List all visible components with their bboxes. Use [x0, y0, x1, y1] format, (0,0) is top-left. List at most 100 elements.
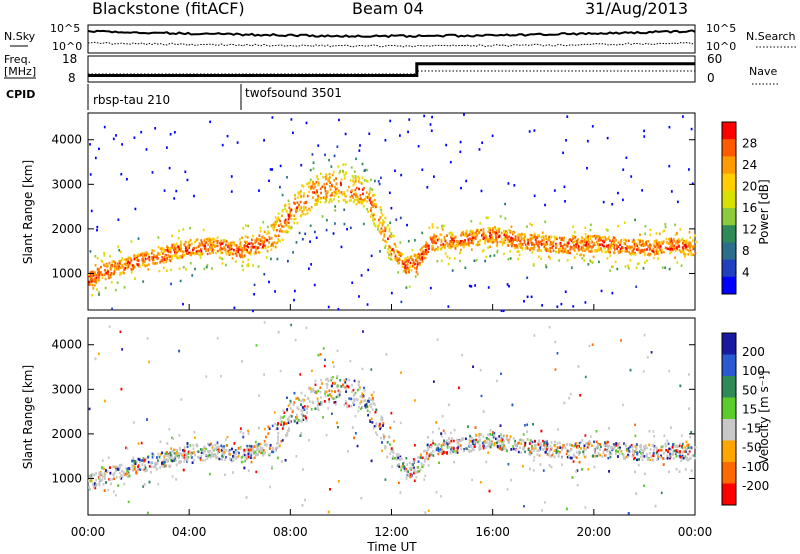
data-cell [674, 256, 676, 259]
data-cell [489, 227, 491, 230]
data-cell [433, 236, 436, 240]
data-cell [631, 455, 634, 458]
data-cell [578, 460, 581, 464]
data-cell [319, 187, 322, 191]
data-cell [339, 181, 342, 185]
data-cell [605, 444, 608, 447]
data-cell [603, 443, 606, 447]
data-cell [556, 237, 558, 241]
data-cell [324, 394, 327, 398]
data-cell [529, 238, 532, 241]
data-cell [301, 409, 304, 413]
data-cell [527, 241, 530, 245]
data-cell [325, 199, 328, 202]
data-cell [234, 250, 237, 254]
data-cell [353, 398, 355, 401]
data-cell [349, 226, 352, 230]
data-cell [111, 260, 114, 264]
data-cell [88, 407, 91, 411]
data-cell [362, 192, 364, 196]
data-cell [115, 134, 117, 137]
data-cell [561, 456, 564, 459]
data-cell [687, 245, 689, 248]
data-cell [117, 218, 120, 221]
data-cell [459, 444, 462, 447]
data-cell [563, 185, 566, 189]
data-cell [684, 252, 687, 256]
data-cell [489, 429, 492, 432]
data-cell [364, 404, 367, 407]
data-cell [632, 457, 635, 461]
data-cell [286, 176, 288, 179]
data-cell [274, 245, 277, 249]
data-cell [92, 283, 95, 287]
data-cell [576, 239, 578, 243]
data-cell [264, 244, 266, 248]
data-cell [686, 459, 689, 462]
data-cell [220, 239, 223, 243]
data-cell [523, 241, 526, 244]
data-cell [544, 220, 547, 224]
data-cell [141, 252, 144, 256]
data-cell [392, 451, 395, 455]
data-cell [175, 463, 178, 467]
data-cell [478, 440, 481, 443]
data-cell [245, 241, 247, 244]
data-cell [142, 261, 144, 265]
data-cell [211, 249, 213, 253]
data-cell [632, 251, 635, 255]
data-cell [414, 253, 416, 257]
data-cell [329, 188, 332, 191]
data-cell [619, 243, 621, 246]
data-cell [316, 190, 319, 194]
data-cell [635, 443, 638, 446]
data-cell [568, 238, 571, 241]
data-cell [95, 276, 98, 280]
data-cell [497, 227, 500, 231]
data-cell [239, 245, 242, 248]
data-cell [527, 243, 530, 246]
data-cell [482, 249, 485, 252]
data-cell [155, 456, 158, 459]
data-cell [425, 241, 428, 244]
data-cell [312, 196, 314, 199]
data-cell [207, 243, 209, 246]
data-cell [438, 427, 440, 430]
data-cell [673, 247, 676, 251]
data-cell [113, 471, 116, 475]
data-cell [646, 453, 648, 456]
data-cell [277, 422, 280, 425]
data-cell [674, 445, 677, 448]
data-cell [234, 260, 237, 263]
data-cell [671, 247, 673, 251]
data-cell [192, 458, 195, 462]
data-cell [293, 214, 296, 217]
data-cell [419, 258, 422, 261]
data-cell [505, 231, 508, 235]
data-cell [454, 247, 457, 250]
data-cell [624, 265, 627, 268]
data-cell [619, 250, 622, 254]
data-cell [685, 458, 688, 461]
data-cell [530, 246, 533, 250]
data-cell [531, 445, 533, 449]
data-cell [353, 193, 355, 196]
data-cell [478, 435, 481, 438]
data-cell [200, 451, 203, 455]
data-cell [288, 206, 291, 209]
data-cell [459, 439, 462, 443]
data-cell [205, 453, 207, 457]
data-cell [388, 227, 391, 231]
data-cell [173, 244, 175, 247]
data-cell [471, 234, 474, 237]
data-cell [586, 446, 589, 449]
data-cell [524, 243, 527, 246]
data-cell [481, 250, 484, 253]
data-cell [574, 442, 577, 446]
data-cell [496, 249, 499, 253]
data-cell [621, 198, 624, 202]
data-cell [280, 415, 282, 419]
data-cell [90, 280, 93, 283]
data-cell [376, 228, 379, 231]
data-cell [274, 234, 276, 237]
